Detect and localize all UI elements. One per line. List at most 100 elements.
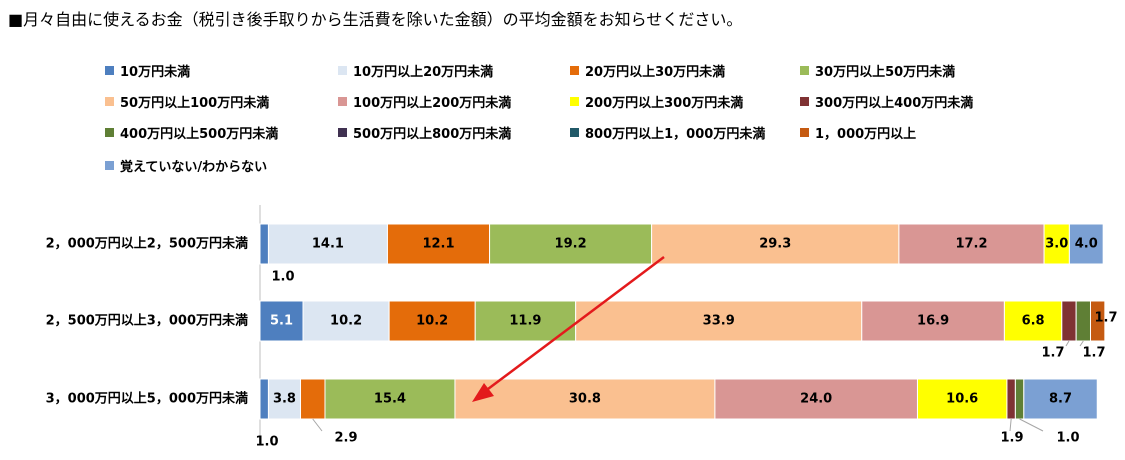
legend-label: 500万円以上800万円未満 <box>353 127 512 142</box>
legend-item: 400万円以上500万円未満 <box>105 127 278 143</box>
legend-label: 400万円以上500万円未満 <box>120 127 279 142</box>
legend-item: 10万円以上20万円未満 <box>338 65 493 81</box>
legend-item: 20万円以上30万円未満 <box>570 65 725 81</box>
bar-segment <box>714 378 918 420</box>
data-label: 14.1 <box>312 237 344 252</box>
leader-line <box>1065 340 1070 347</box>
legend-item: 500万円以上800万円未満 <box>338 127 511 143</box>
data-label: 19.2 <box>555 237 587 252</box>
legend-label: 30万円以上50万円未満 <box>815 65 956 80</box>
data-label: 17.2 <box>955 237 987 252</box>
legend-item: 200万円以上300万円未満 <box>570 96 743 112</box>
annotation-arrow-head <box>472 383 494 402</box>
legend-label: 300万円以上400万円未満 <box>815 96 974 111</box>
legend-swatch <box>800 66 809 75</box>
legend-label: 20万円以上30万円未満 <box>585 65 726 80</box>
data-label: 29.3 <box>759 237 791 252</box>
legend-swatch <box>105 97 114 106</box>
legend-label: 覚えていない/わからない <box>120 160 268 175</box>
bar-segment <box>1075 300 1091 342</box>
leader-line <box>312 418 323 432</box>
data-label: 8.7 <box>1049 392 1072 407</box>
bar-segment <box>916 378 1008 420</box>
bar-segment <box>388 300 476 342</box>
bar-segment <box>651 223 900 265</box>
bar-segment <box>300 378 326 420</box>
chart-title: ■月々自由に使えるお金（税引き後手取りから生活費を除いた金額）の平均金額をお知ら… <box>8 10 743 29</box>
bar-segment <box>1023 378 1098 420</box>
bar-segment <box>1061 300 1077 342</box>
data-label: 1.0 <box>271 270 294 285</box>
legend-label: 200万円以上300万円未満 <box>585 96 744 111</box>
legend-swatch <box>570 128 579 137</box>
leader-line <box>1079 340 1084 347</box>
legend-item: 覚えていない/わからない <box>105 160 267 176</box>
data-label: 1.7 <box>1082 346 1105 361</box>
leader-line <box>1019 418 1044 432</box>
data-label: 4.0 <box>1075 237 1098 252</box>
bar-segment <box>1043 223 1070 265</box>
bar-segment <box>259 300 304 342</box>
data-label: 10.2 <box>330 314 362 329</box>
bar-segment <box>575 300 863 342</box>
data-label: 1.9 <box>1000 431 1023 446</box>
data-label: 3.8 <box>273 392 296 407</box>
bar-segment <box>302 300 390 342</box>
legend-item: 800万円以上1，000万円未満 <box>570 127 765 143</box>
legend-label: 800万円以上1，000万円未満 <box>585 127 766 142</box>
category-label: 3，000万円以上5，000万円未満 <box>46 391 248 407</box>
legend-swatch <box>338 128 347 137</box>
data-label: 12.1 <box>422 237 454 252</box>
bar-segment <box>1068 223 1104 265</box>
data-label: 5.1 <box>270 314 293 329</box>
data-label: 1.7 <box>1041 346 1064 361</box>
legend-label: 100万円以上200万円未満 <box>353 96 512 111</box>
legend-label: 50万円以上100万円未満 <box>120 96 270 111</box>
data-label: 2.9 <box>334 431 357 446</box>
legend-swatch <box>570 97 579 106</box>
data-label: 15.4 <box>374 392 406 407</box>
legend-swatch <box>800 97 809 106</box>
data-label: 1.0 <box>1056 431 1079 446</box>
legend-swatch <box>338 97 347 106</box>
legend-label: 10万円未満 <box>120 65 191 80</box>
data-label: 11.9 <box>509 314 541 329</box>
bar-segment <box>324 378 456 420</box>
annotation-arrow-shaft <box>483 256 665 393</box>
data-label: 10.2 <box>416 314 448 329</box>
leader-line <box>1009 418 1012 432</box>
legend: 10万円未満 10万円以上20万円未満 20万円以上30万円未満 30万円以上50万円… <box>0 0 1125 190</box>
bar-segment <box>259 378 269 420</box>
data-label: 33.9 <box>703 314 735 329</box>
data-label: 3.0 <box>1045 237 1068 252</box>
legend-label: 10万円以上20万円未満 <box>353 65 494 80</box>
data-label: 1.0 <box>255 435 278 450</box>
bar-segment <box>1089 300 1106 342</box>
data-label: 30.8 <box>569 392 601 407</box>
legend-item: 1，000万円以上 <box>800 127 916 143</box>
legend-swatch <box>105 66 114 75</box>
bar-segment <box>267 378 302 420</box>
legend-swatch <box>338 66 347 75</box>
category-label: 2，500万円以上3，000万円未満 <box>46 313 248 329</box>
data-label: 1.7 <box>1094 311 1117 326</box>
data-label: 6.8 <box>1022 314 1045 329</box>
legend-item: 10万円未満 <box>105 65 190 81</box>
legend-label: 1，000万円以上 <box>815 127 917 142</box>
legend-swatch <box>105 161 114 170</box>
legend-swatch <box>570 66 579 75</box>
data-label: 16.9 <box>917 314 949 329</box>
bar-segment <box>1014 378 1025 420</box>
data-label: 24.0 <box>800 392 832 407</box>
data-label: 10.6 <box>946 392 978 407</box>
bar-segment <box>1003 300 1063 342</box>
bar-segment <box>267 223 388 265</box>
legend-swatch <box>105 128 114 137</box>
bar-segment <box>1006 378 1016 420</box>
legend-item: 50万円以上100万円未満 <box>105 96 269 112</box>
legend-swatch <box>800 128 809 137</box>
bar-segment <box>454 378 716 420</box>
bar-segment <box>259 223 269 265</box>
category-label: 2，000万円以上2，500万円未満 <box>46 236 248 252</box>
